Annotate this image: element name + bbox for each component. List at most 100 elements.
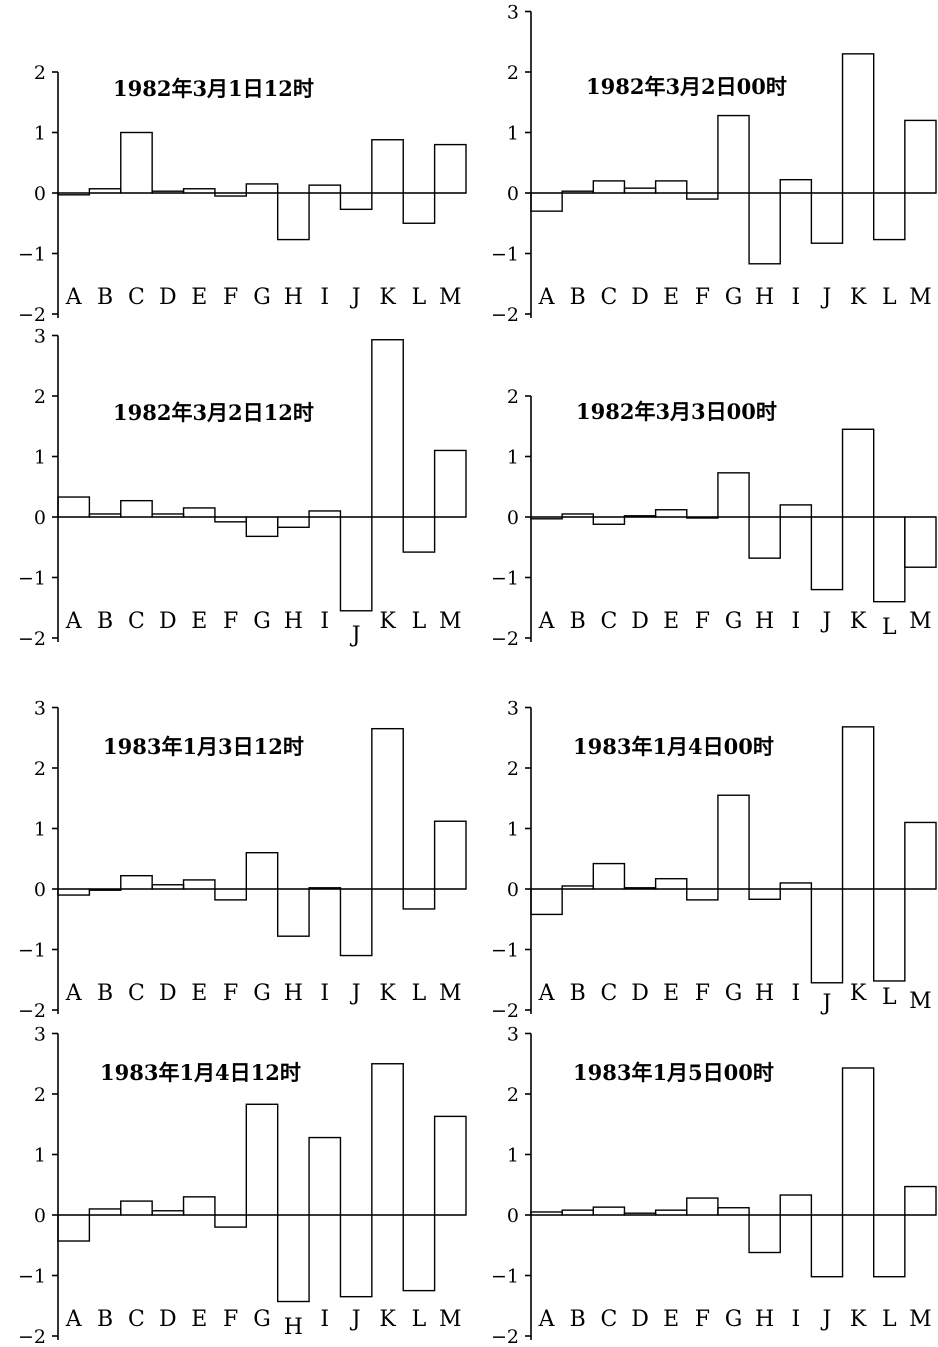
bar-I: [779, 1194, 813, 1216]
bar-I: [308, 184, 342, 194]
bar-D: [151, 513, 185, 518]
category-label: H: [755, 981, 774, 1006]
bar-L: [872, 1214, 906, 1278]
bar-B: [88, 1208, 122, 1216]
y-tick-label: −2: [491, 1000, 519, 1022]
y-tick-label: 0: [507, 1205, 519, 1227]
bar-J: [339, 192, 373, 211]
bar-K: [371, 339, 404, 518]
bar-F: [214, 192, 248, 197]
bar-E: [654, 180, 688, 194]
category-label: E: [191, 1307, 207, 1332]
y-tick-label: 1: [507, 123, 519, 145]
bar-M: [904, 1185, 937, 1216]
category-label: J: [350, 285, 361, 310]
category-label: E: [663, 981, 679, 1006]
bar-C: [592, 180, 626, 194]
bar-M: [433, 449, 467, 518]
category-label: G: [725, 981, 743, 1006]
y-tick-label: −2: [491, 628, 519, 650]
y-tick-label: 0: [34, 879, 46, 901]
y-tick-label: 3: [507, 1024, 519, 1046]
category-label: L: [882, 1307, 897, 1332]
y-tick-label: 2: [507, 62, 519, 84]
category-label: D: [631, 285, 649, 310]
bar-K: [841, 726, 875, 890]
category-label: H: [755, 1307, 774, 1332]
category-label: M: [439, 609, 462, 634]
category-label: A: [65, 981, 83, 1006]
bar-E: [182, 1196, 216, 1216]
y-tick-label: −2: [491, 304, 519, 326]
bar-M: [433, 820, 467, 890]
bar-J: [339, 888, 373, 957]
bar-F: [214, 1214, 248, 1228]
chart-panel: 3 2 1 0 −1 −2 A B C D E F G H I J K L M 1982年3月2日00时: [491, 2, 937, 326]
bar-I: [779, 178, 813, 194]
bar-J: [810, 888, 844, 984]
category-label: F: [223, 285, 238, 310]
category-label: M: [439, 1307, 462, 1332]
category-label: M: [909, 989, 932, 1014]
bar-G: [245, 1103, 279, 1216]
category-label: J: [821, 1307, 832, 1332]
bar-F: [214, 888, 248, 901]
bar-H: [748, 516, 781, 559]
bar-I: [308, 887, 342, 890]
category-label: E: [191, 981, 207, 1006]
y-tick-label: −2: [18, 304, 46, 326]
category-label: I: [791, 609, 800, 634]
y-tick-label: 0: [507, 183, 519, 205]
chart-title: 1982年3月2日12时: [113, 400, 314, 425]
category-label: K: [850, 1307, 867, 1332]
bar-J: [810, 1214, 844, 1278]
y-tick-label: 1: [34, 447, 46, 469]
bar-C: [120, 131, 153, 194]
y-tick-label: 2: [34, 386, 46, 408]
category-label: H: [284, 609, 303, 634]
category-label: I: [320, 981, 329, 1006]
bar-G: [717, 794, 750, 890]
bar-F: [686, 888, 719, 901]
category-label: J: [821, 285, 832, 310]
category-label: E: [191, 285, 207, 310]
bar-H: [748, 1214, 781, 1254]
category-label: B: [570, 609, 586, 634]
category-label: D: [159, 981, 177, 1006]
bar-G: [245, 852, 279, 890]
bar-I: [779, 504, 813, 518]
y-tick-label: 0: [34, 507, 46, 529]
bar-C: [592, 1206, 626, 1216]
chart-title: 1982年3月1日12时: [113, 76, 314, 101]
category-label: D: [159, 609, 177, 634]
category-label: J: [821, 991, 832, 1016]
category-label: I: [791, 981, 800, 1006]
bar-D: [151, 884, 185, 890]
bar-H: [276, 516, 310, 528]
bar-C: [120, 1200, 153, 1216]
bar-I: [308, 510, 342, 518]
bar-J: [810, 516, 844, 591]
category-label: C: [600, 609, 617, 634]
category-label: H: [755, 285, 774, 310]
chart-panel: 2 1 0 −1 −2 A B C D E F G H I J K L M 1982年3月1日12时: [18, 62, 467, 326]
category-label: G: [725, 609, 743, 634]
y-tick-label: 2: [34, 758, 46, 780]
y-tick-label: −1: [491, 244, 519, 266]
bar-K: [371, 727, 404, 890]
category-label: J: [350, 981, 361, 1006]
bar-K: [371, 1063, 404, 1216]
bar-A: [57, 888, 91, 896]
bar-M: [904, 821, 937, 890]
y-tick-label: 3: [507, 698, 519, 720]
y-tick-label: 2: [507, 1084, 519, 1106]
y-tick-label: 2: [507, 758, 519, 780]
y-tick-label: 2: [34, 1084, 46, 1106]
chart-panel: 3 2 1 0 −1 −2 A B C D E F G H I J K L M 1983年1月4日12时: [18, 1024, 467, 1347]
bar-C: [592, 862, 626, 890]
category-label: M: [439, 981, 462, 1006]
category-label: L: [882, 985, 897, 1010]
bar-E: [654, 878, 688, 890]
bar-D: [151, 190, 185, 194]
category-label: H: [284, 285, 303, 310]
